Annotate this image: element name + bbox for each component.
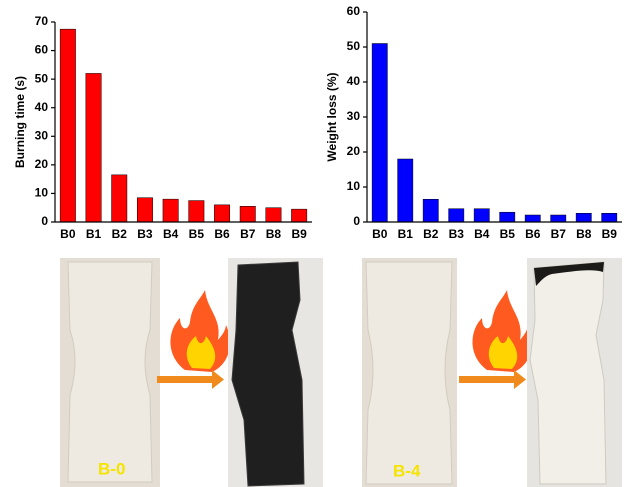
x-tick-label: B2 xyxy=(423,227,439,241)
x-tick-label: B9 xyxy=(602,227,618,241)
bar xyxy=(189,201,204,222)
bar xyxy=(398,159,413,222)
y-tick-label: 50 xyxy=(35,71,49,85)
x-tick-label: B0 xyxy=(60,227,76,241)
y-tick-label: 30 xyxy=(35,128,49,142)
bar xyxy=(602,213,617,222)
bar xyxy=(423,199,438,222)
photo-label: B-4 xyxy=(393,461,421,480)
x-tick-label: B4 xyxy=(474,227,490,241)
x-tick-label: B3 xyxy=(137,227,153,241)
specimen xyxy=(68,262,152,482)
bar xyxy=(291,209,306,222)
y-tick-label: 20 xyxy=(35,157,49,171)
bar xyxy=(474,209,489,222)
arrow xyxy=(212,370,224,389)
x-tick-label: B8 xyxy=(266,227,282,241)
y-tick-label: 60 xyxy=(347,4,361,18)
bar xyxy=(163,199,178,222)
x-tick-label: B7 xyxy=(240,227,256,241)
y-tick-label: 70 xyxy=(35,14,49,28)
y-axis-label: Weight loss (%) xyxy=(325,72,339,161)
arrow xyxy=(459,376,515,383)
y-tick-label: 20 xyxy=(347,144,361,158)
bar xyxy=(60,29,75,222)
y-tick-label: 40 xyxy=(347,74,361,88)
x-tick-label: B0 xyxy=(372,227,388,241)
x-tick-label: B6 xyxy=(214,227,230,241)
x-tick-label: B8 xyxy=(576,227,592,241)
bar xyxy=(372,44,387,223)
bar xyxy=(240,206,255,222)
y-tick-label: 10 xyxy=(347,179,361,193)
y-tick-label: 0 xyxy=(353,214,360,228)
photo-panel: B-4 xyxy=(362,258,622,487)
bar xyxy=(576,213,591,222)
arrow xyxy=(514,370,526,389)
bar xyxy=(112,175,127,222)
y-tick-label: 0 xyxy=(41,214,48,228)
y-tick-label: 40 xyxy=(35,100,49,114)
x-tick-label: B5 xyxy=(500,227,516,241)
specimen xyxy=(366,262,452,484)
bar xyxy=(449,209,464,222)
y-tick-label: 60 xyxy=(35,43,49,57)
bar xyxy=(137,198,152,222)
x-tick-label: B4 xyxy=(163,227,179,241)
tested-specimen xyxy=(530,262,606,484)
y-tick-label: 10 xyxy=(35,186,49,200)
x-tick-label: B9 xyxy=(291,227,307,241)
x-tick-label: B6 xyxy=(525,227,541,241)
bar xyxy=(500,212,515,222)
figure: B-0 B-4 Burning time (s) 0 10 20 30 40 50 60 70 B… xyxy=(0,0,629,487)
bar xyxy=(551,215,566,222)
y-tick-label: 50 xyxy=(347,39,361,53)
bar xyxy=(525,215,540,222)
x-tick-label: B7 xyxy=(551,227,567,241)
bar xyxy=(266,208,281,222)
x-tick-label: B1 xyxy=(86,227,102,241)
x-tick-label: B1 xyxy=(398,227,414,241)
arrow xyxy=(157,376,213,383)
bar xyxy=(86,73,101,222)
x-tick-label: B2 xyxy=(112,227,128,241)
x-tick-label: B3 xyxy=(449,227,465,241)
y-tick-label: 30 xyxy=(347,109,361,123)
x-tick-label: B5 xyxy=(189,227,205,241)
photo-panel: B-0 xyxy=(60,258,323,487)
bar xyxy=(214,205,229,222)
y-axis-label: Burning time (s) xyxy=(13,76,27,168)
photo-label: B-0 xyxy=(98,459,125,478)
